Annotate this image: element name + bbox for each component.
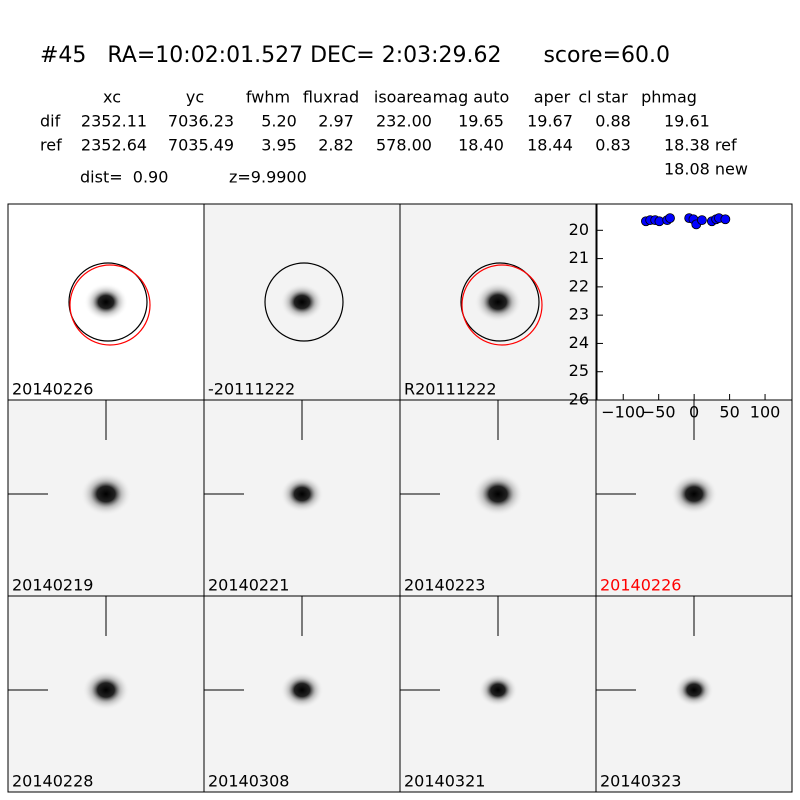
column-header: fluxrad	[303, 88, 359, 107]
cell: 7036.23	[168, 112, 234, 131]
column-header: cl star	[578, 88, 628, 107]
cell: 5.20	[261, 112, 297, 131]
column-header: phmag	[641, 88, 697, 107]
cell: 19.65	[458, 112, 504, 131]
source	[280, 671, 324, 709]
column-header: fwhm	[246, 88, 290, 107]
x-tick-label: 50	[719, 403, 739, 422]
aperture	[264, 262, 344, 342]
title: #45 RA=10:02:01.527 DEC= 2:03:29.62 scor…	[40, 43, 670, 68]
panel-label: 20140323	[600, 772, 681, 791]
panel-label: 20140321	[404, 772, 485, 791]
source	[280, 475, 324, 513]
cell: 2352.11	[81, 112, 147, 131]
y-tick-label: 21	[569, 248, 589, 267]
extra-line: 18.08 new	[664, 160, 748, 179]
source	[478, 673, 518, 707]
y-tick-label: 24	[569, 333, 589, 352]
panel-label: 20140228	[12, 772, 93, 791]
aperture-ref	[461, 264, 543, 346]
cell: 18.40	[458, 136, 504, 155]
y-tick-label: 22	[569, 276, 589, 295]
cell: 18.38 ref	[664, 136, 737, 155]
cell: 2.97	[318, 112, 354, 131]
panel-label: 20140221	[208, 576, 289, 595]
z: z=9.9900	[229, 168, 307, 187]
source	[80, 471, 132, 517]
aperture-ref	[69, 264, 151, 346]
aperture	[68, 262, 148, 342]
panel-label: 20140226	[12, 380, 93, 399]
panel-label: -20111222	[208, 380, 295, 399]
source	[474, 281, 522, 323]
column-header: aper	[534, 88, 571, 107]
x-tick-label: −50	[642, 403, 676, 422]
cell: 0.83	[595, 136, 631, 155]
panel-label: 20140223	[404, 576, 485, 595]
x-tick-label: 0	[689, 403, 699, 422]
panel-label: 20140226	[600, 576, 681, 595]
cell: 18.44	[527, 136, 573, 155]
cell: 2.82	[318, 136, 354, 155]
dist: dist= 0.90	[80, 168, 168, 187]
column-header: mag auto	[433, 88, 510, 107]
x-tick-label: 100	[750, 403, 781, 422]
cell: 7035.49	[168, 136, 234, 155]
column-header: xc	[103, 88, 121, 107]
cell: 3.95	[261, 136, 297, 155]
point	[720, 214, 731, 225]
source	[84, 283, 128, 321]
column-header: yc	[186, 88, 204, 107]
source	[670, 473, 718, 515]
y-tick-label: 23	[569, 305, 589, 324]
source	[674, 673, 714, 707]
cell: 0.88	[595, 112, 631, 131]
source	[472, 471, 524, 517]
panel-label: 20140219	[12, 576, 93, 595]
panel-label: R20111222	[404, 380, 497, 399]
point	[665, 213, 675, 224]
cell: 2352.64	[81, 136, 147, 155]
cell: 19.67	[527, 112, 573, 131]
source	[82, 669, 130, 711]
row-label: ref	[40, 136, 62, 155]
cell: 19.61	[664, 112, 710, 131]
source	[280, 283, 324, 321]
y-tick-label: 20	[569, 220, 589, 239]
panel-label: 20140308	[208, 772, 289, 791]
y-tick-label: 25	[569, 361, 589, 380]
row-label: dif	[40, 112, 61, 131]
aperture	[460, 262, 540, 342]
point	[697, 215, 707, 226]
y-tick-label: 26	[569, 390, 589, 409]
cell: 232.00	[376, 112, 432, 131]
cell: 578.00	[376, 136, 432, 155]
x-tick-label: −100	[601, 403, 645, 422]
plot-area	[596, 203, 793, 401]
column-header: isoarea	[374, 88, 432, 107]
